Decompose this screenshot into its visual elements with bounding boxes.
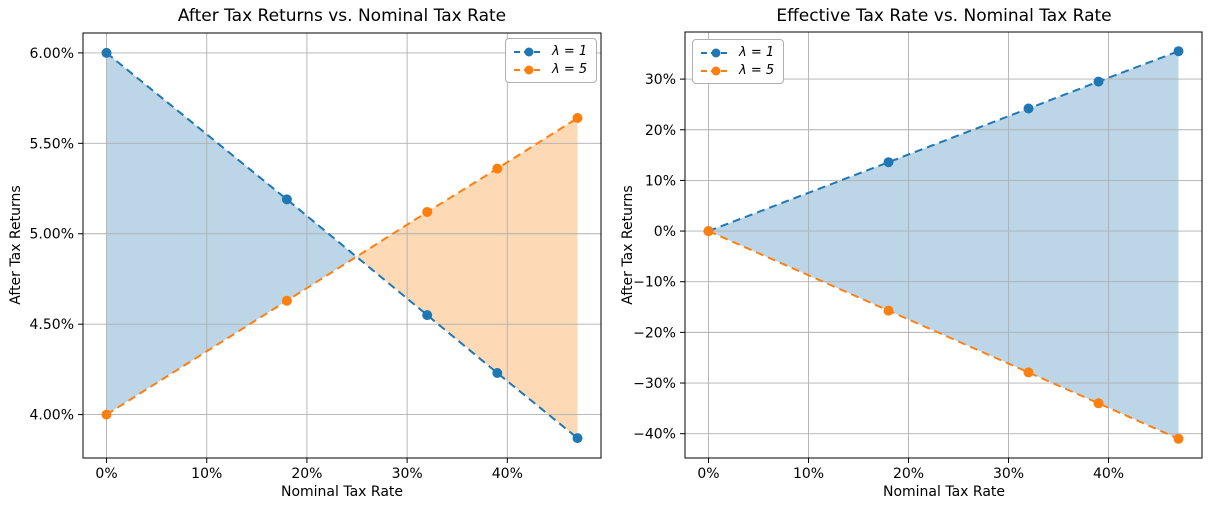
- data-point: [883, 157, 894, 168]
- y-tick-label: 0%: [654, 224, 676, 240]
- x-tick-label: 40%: [1093, 466, 1124, 482]
- right-chart-legend: λ = 1 λ = 5: [692, 39, 785, 84]
- right-chart-xlabel: Nominal Tax Rate: [882, 484, 1006, 500]
- data-point: [492, 163, 503, 174]
- fill-region: [356, 118, 578, 439]
- y-tick-label: −40%: [633, 427, 676, 443]
- data-point: [1173, 433, 1184, 444]
- y-tick-label: 30%: [645, 72, 676, 88]
- y-tick-label: −30%: [633, 376, 676, 392]
- left-chart-xlabel: Nominal Tax Rate: [280, 484, 404, 500]
- legend-label: λ = 5: [552, 62, 588, 77]
- y-tick-label: 5.50%: [30, 136, 74, 152]
- y-tick-label: 6.00%: [30, 46, 74, 62]
- x-tick-label: 0%: [697, 466, 719, 482]
- y-tick-label: 4.50%: [30, 317, 74, 333]
- series-line: [708, 230, 1179, 440]
- legend-label: λ = 5: [739, 63, 775, 78]
- y-tick-label: 4.00%: [30, 408, 74, 424]
- x-tick-label: 10%: [191, 466, 222, 482]
- legend-entry: λ = 1: [700, 45, 774, 60]
- axes-frame: [684, 31, 1203, 459]
- chart-1: 0% 10% 20% 30% 40% −40% −30% −20% −10% 0% 10% 20% 30…: [633, 31, 1203, 482]
- data-point: [422, 207, 433, 217]
- fill-region: [708, 51, 1179, 439]
- legend-line-sample-icon: [701, 48, 731, 57]
- y-tick-label: −10%: [633, 275, 676, 291]
- legend-line-sample-icon: [701, 66, 731, 75]
- right-chart-title: Effective Tax Rate vs. Nominal Tax Rate: [776, 6, 1112, 26]
- left-chart-ylabel: After Tax Returns: [8, 185, 24, 305]
- legend-label: λ = 1: [739, 45, 775, 60]
- x-tick-label: 30%: [993, 466, 1024, 482]
- y-tick-label: 10%: [645, 173, 676, 189]
- series-line: [105, 52, 579, 439]
- data-point: [1093, 76, 1104, 87]
- x-tick-label: 10%: [793, 466, 824, 482]
- data-point: [703, 226, 714, 237]
- data-point: [883, 305, 894, 316]
- data-point: [492, 368, 503, 378]
- legend-line-sample-icon: [514, 47, 544, 56]
- data-point: [572, 433, 583, 444]
- legend-line-sample-icon: [514, 65, 544, 74]
- data-point: [422, 310, 433, 321]
- right-chart-ylabel: After Tax Returns: [620, 185, 636, 305]
- data-point: [101, 409, 112, 420]
- x-tick-label: 20%: [291, 466, 322, 482]
- legend-entry: λ = 1: [513, 44, 587, 59]
- data-point: [281, 194, 292, 205]
- data-point: [572, 113, 583, 123]
- x-tick-label: 40%: [492, 466, 523, 482]
- data-point: [1173, 46, 1184, 57]
- data-point: [281, 295, 292, 306]
- data-point: [1023, 367, 1034, 378]
- axes-frame: [82, 32, 602, 459]
- legend-entry: λ = 5: [700, 63, 774, 78]
- data-point: [1023, 103, 1034, 114]
- left-chart-legend: λ = 1 λ = 5: [505, 38, 598, 83]
- legend-entry: λ = 5: [513, 62, 587, 77]
- x-tick-label: 20%: [893, 466, 924, 482]
- x-tick-label: 0%: [95, 466, 117, 482]
- chart-0: 0% 10% 20% 30% 40% 4.00% 4.50% 5.00% 5.50% 6.00%: [30, 32, 602, 482]
- data-point: [101, 47, 112, 58]
- legend-label: λ = 1: [552, 44, 588, 59]
- y-tick-label: 20%: [645, 123, 676, 139]
- x-tick-label: 30%: [392, 466, 423, 482]
- y-tick-label: −20%: [633, 325, 676, 341]
- left-chart-title: After Tax Returns vs. Nominal Tax Rate: [177, 6, 507, 26]
- data-point: [1093, 398, 1104, 409]
- y-tick-label: 5.00%: [30, 227, 74, 243]
